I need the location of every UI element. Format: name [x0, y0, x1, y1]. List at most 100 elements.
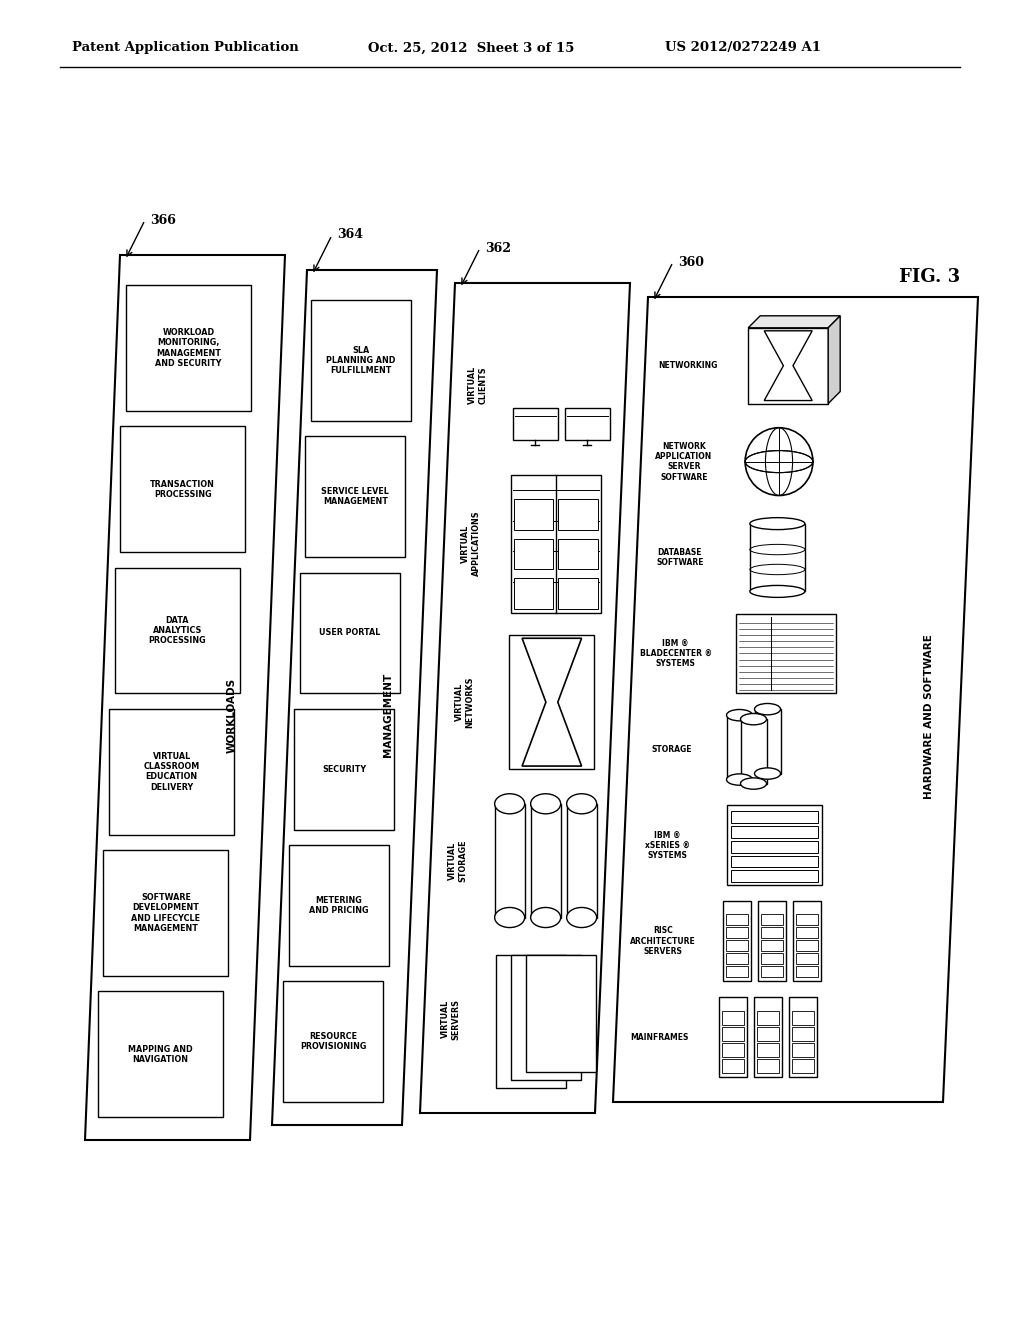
- Text: VIRTUALIZATION: VIRTUALIZATION: [575, 667, 586, 764]
- Polygon shape: [719, 997, 746, 1077]
- Ellipse shape: [750, 517, 805, 529]
- Polygon shape: [797, 953, 818, 964]
- Ellipse shape: [755, 768, 780, 779]
- Polygon shape: [750, 524, 805, 591]
- Polygon shape: [514, 539, 553, 569]
- Polygon shape: [289, 845, 388, 966]
- Polygon shape: [749, 327, 828, 404]
- Ellipse shape: [495, 793, 524, 814]
- Polygon shape: [761, 966, 783, 977]
- Text: 364: 364: [337, 228, 362, 242]
- Text: HARDWARE AND SOFTWARE: HARDWARE AND SOFTWARE: [924, 635, 934, 800]
- Ellipse shape: [750, 586, 805, 598]
- Text: NETWORKING: NETWORKING: [658, 362, 718, 370]
- Ellipse shape: [740, 777, 767, 789]
- Text: 362: 362: [485, 242, 511, 255]
- Polygon shape: [514, 499, 553, 529]
- Polygon shape: [311, 300, 411, 421]
- Polygon shape: [761, 940, 783, 950]
- Polygon shape: [420, 282, 630, 1113]
- Polygon shape: [790, 997, 817, 1077]
- Polygon shape: [731, 812, 818, 824]
- Polygon shape: [757, 1043, 779, 1057]
- Polygon shape: [797, 927, 818, 939]
- Polygon shape: [726, 715, 753, 780]
- Text: WORKLOAD
MONITORING,
MANAGEMENT
AND SECURITY: WORKLOAD MONITORING, MANAGEMENT AND SECU…: [155, 327, 221, 368]
- Polygon shape: [731, 855, 818, 867]
- Polygon shape: [828, 315, 841, 404]
- Polygon shape: [495, 804, 524, 917]
- Polygon shape: [740, 719, 767, 784]
- Polygon shape: [726, 913, 749, 925]
- Polygon shape: [764, 331, 812, 400]
- Ellipse shape: [530, 793, 561, 814]
- Text: SECURITY: SECURITY: [322, 764, 367, 774]
- Polygon shape: [522, 639, 582, 766]
- Polygon shape: [513, 408, 558, 441]
- Text: VIRTUAL
SERVERS: VIRTUAL SERVERS: [441, 999, 461, 1040]
- Polygon shape: [115, 568, 240, 693]
- Polygon shape: [761, 953, 783, 964]
- Polygon shape: [722, 1059, 744, 1073]
- Circle shape: [745, 428, 813, 495]
- Polygon shape: [797, 966, 818, 977]
- Polygon shape: [98, 991, 223, 1117]
- Text: Patent Application Publication: Patent Application Publication: [72, 41, 299, 54]
- Polygon shape: [726, 940, 749, 950]
- Ellipse shape: [495, 907, 524, 928]
- Polygon shape: [761, 913, 783, 925]
- Text: VIRTUAL
APPLICATIONS: VIRTUAL APPLICATIONS: [462, 511, 480, 577]
- Text: MAPPING AND
NAVIGATION: MAPPING AND NAVIGATION: [128, 1044, 193, 1064]
- Polygon shape: [564, 408, 609, 441]
- Polygon shape: [792, 1027, 814, 1041]
- Polygon shape: [120, 426, 246, 552]
- Text: VIRTUAL
CLIENTS: VIRTUAL CLIENTS: [468, 366, 487, 404]
- Ellipse shape: [726, 774, 753, 785]
- Polygon shape: [731, 826, 818, 838]
- Polygon shape: [757, 1027, 779, 1041]
- Ellipse shape: [530, 907, 561, 928]
- Polygon shape: [722, 1027, 744, 1041]
- Polygon shape: [731, 841, 818, 853]
- Text: 360: 360: [678, 256, 705, 268]
- Polygon shape: [272, 271, 437, 1125]
- Polygon shape: [794, 902, 821, 981]
- Polygon shape: [511, 956, 581, 1080]
- Polygon shape: [797, 913, 818, 925]
- Polygon shape: [757, 1011, 779, 1026]
- Polygon shape: [294, 709, 394, 829]
- Polygon shape: [305, 437, 406, 557]
- Polygon shape: [558, 539, 598, 569]
- Polygon shape: [758, 902, 786, 981]
- Polygon shape: [613, 297, 978, 1102]
- Text: RESOURCE
PROVISIONING: RESOURCE PROVISIONING: [300, 1032, 367, 1052]
- Polygon shape: [754, 997, 782, 1077]
- Text: NETWORK
APPLICATION
SERVER
SOFTWARE: NETWORK APPLICATION SERVER SOFTWARE: [655, 441, 713, 482]
- Text: MANAGEMENT: MANAGEMENT: [383, 673, 393, 758]
- Polygon shape: [300, 573, 399, 693]
- Polygon shape: [496, 956, 566, 1088]
- Polygon shape: [761, 927, 783, 939]
- Text: SLA
PLANNING AND
FULFILLMENT: SLA PLANNING AND FULFILLMENT: [326, 346, 395, 375]
- Ellipse shape: [566, 907, 597, 928]
- Ellipse shape: [755, 704, 780, 715]
- Polygon shape: [727, 805, 822, 886]
- Polygon shape: [735, 614, 836, 693]
- Text: WORKLOADS: WORKLOADS: [227, 677, 237, 752]
- Polygon shape: [755, 709, 780, 774]
- Text: IBM ®
xSERIES ®
SYSTEMS: IBM ® xSERIES ® SYSTEMS: [645, 830, 690, 861]
- Text: Oct. 25, 2012  Sheet 3 of 15: Oct. 25, 2012 Sheet 3 of 15: [368, 41, 574, 54]
- Polygon shape: [792, 1043, 814, 1057]
- Text: STORAGE: STORAGE: [651, 744, 692, 754]
- Text: 366: 366: [150, 214, 176, 227]
- Text: SOFTWARE
DEVELOPMENT
AND LIFECYCLE
MANAGEMENT: SOFTWARE DEVELOPMENT AND LIFECYCLE MANAG…: [131, 892, 201, 933]
- Polygon shape: [558, 578, 598, 609]
- Polygon shape: [103, 850, 228, 975]
- Polygon shape: [792, 1059, 814, 1073]
- Text: US 2012/0272249 A1: US 2012/0272249 A1: [665, 41, 821, 54]
- Text: TRANSACTION
PROCESSING: TRANSACTION PROCESSING: [151, 479, 215, 499]
- Polygon shape: [797, 940, 818, 950]
- Polygon shape: [85, 255, 285, 1140]
- Polygon shape: [509, 635, 594, 770]
- Text: SERVICE LEVEL
MANAGEMENT: SERVICE LEVEL MANAGEMENT: [322, 487, 389, 507]
